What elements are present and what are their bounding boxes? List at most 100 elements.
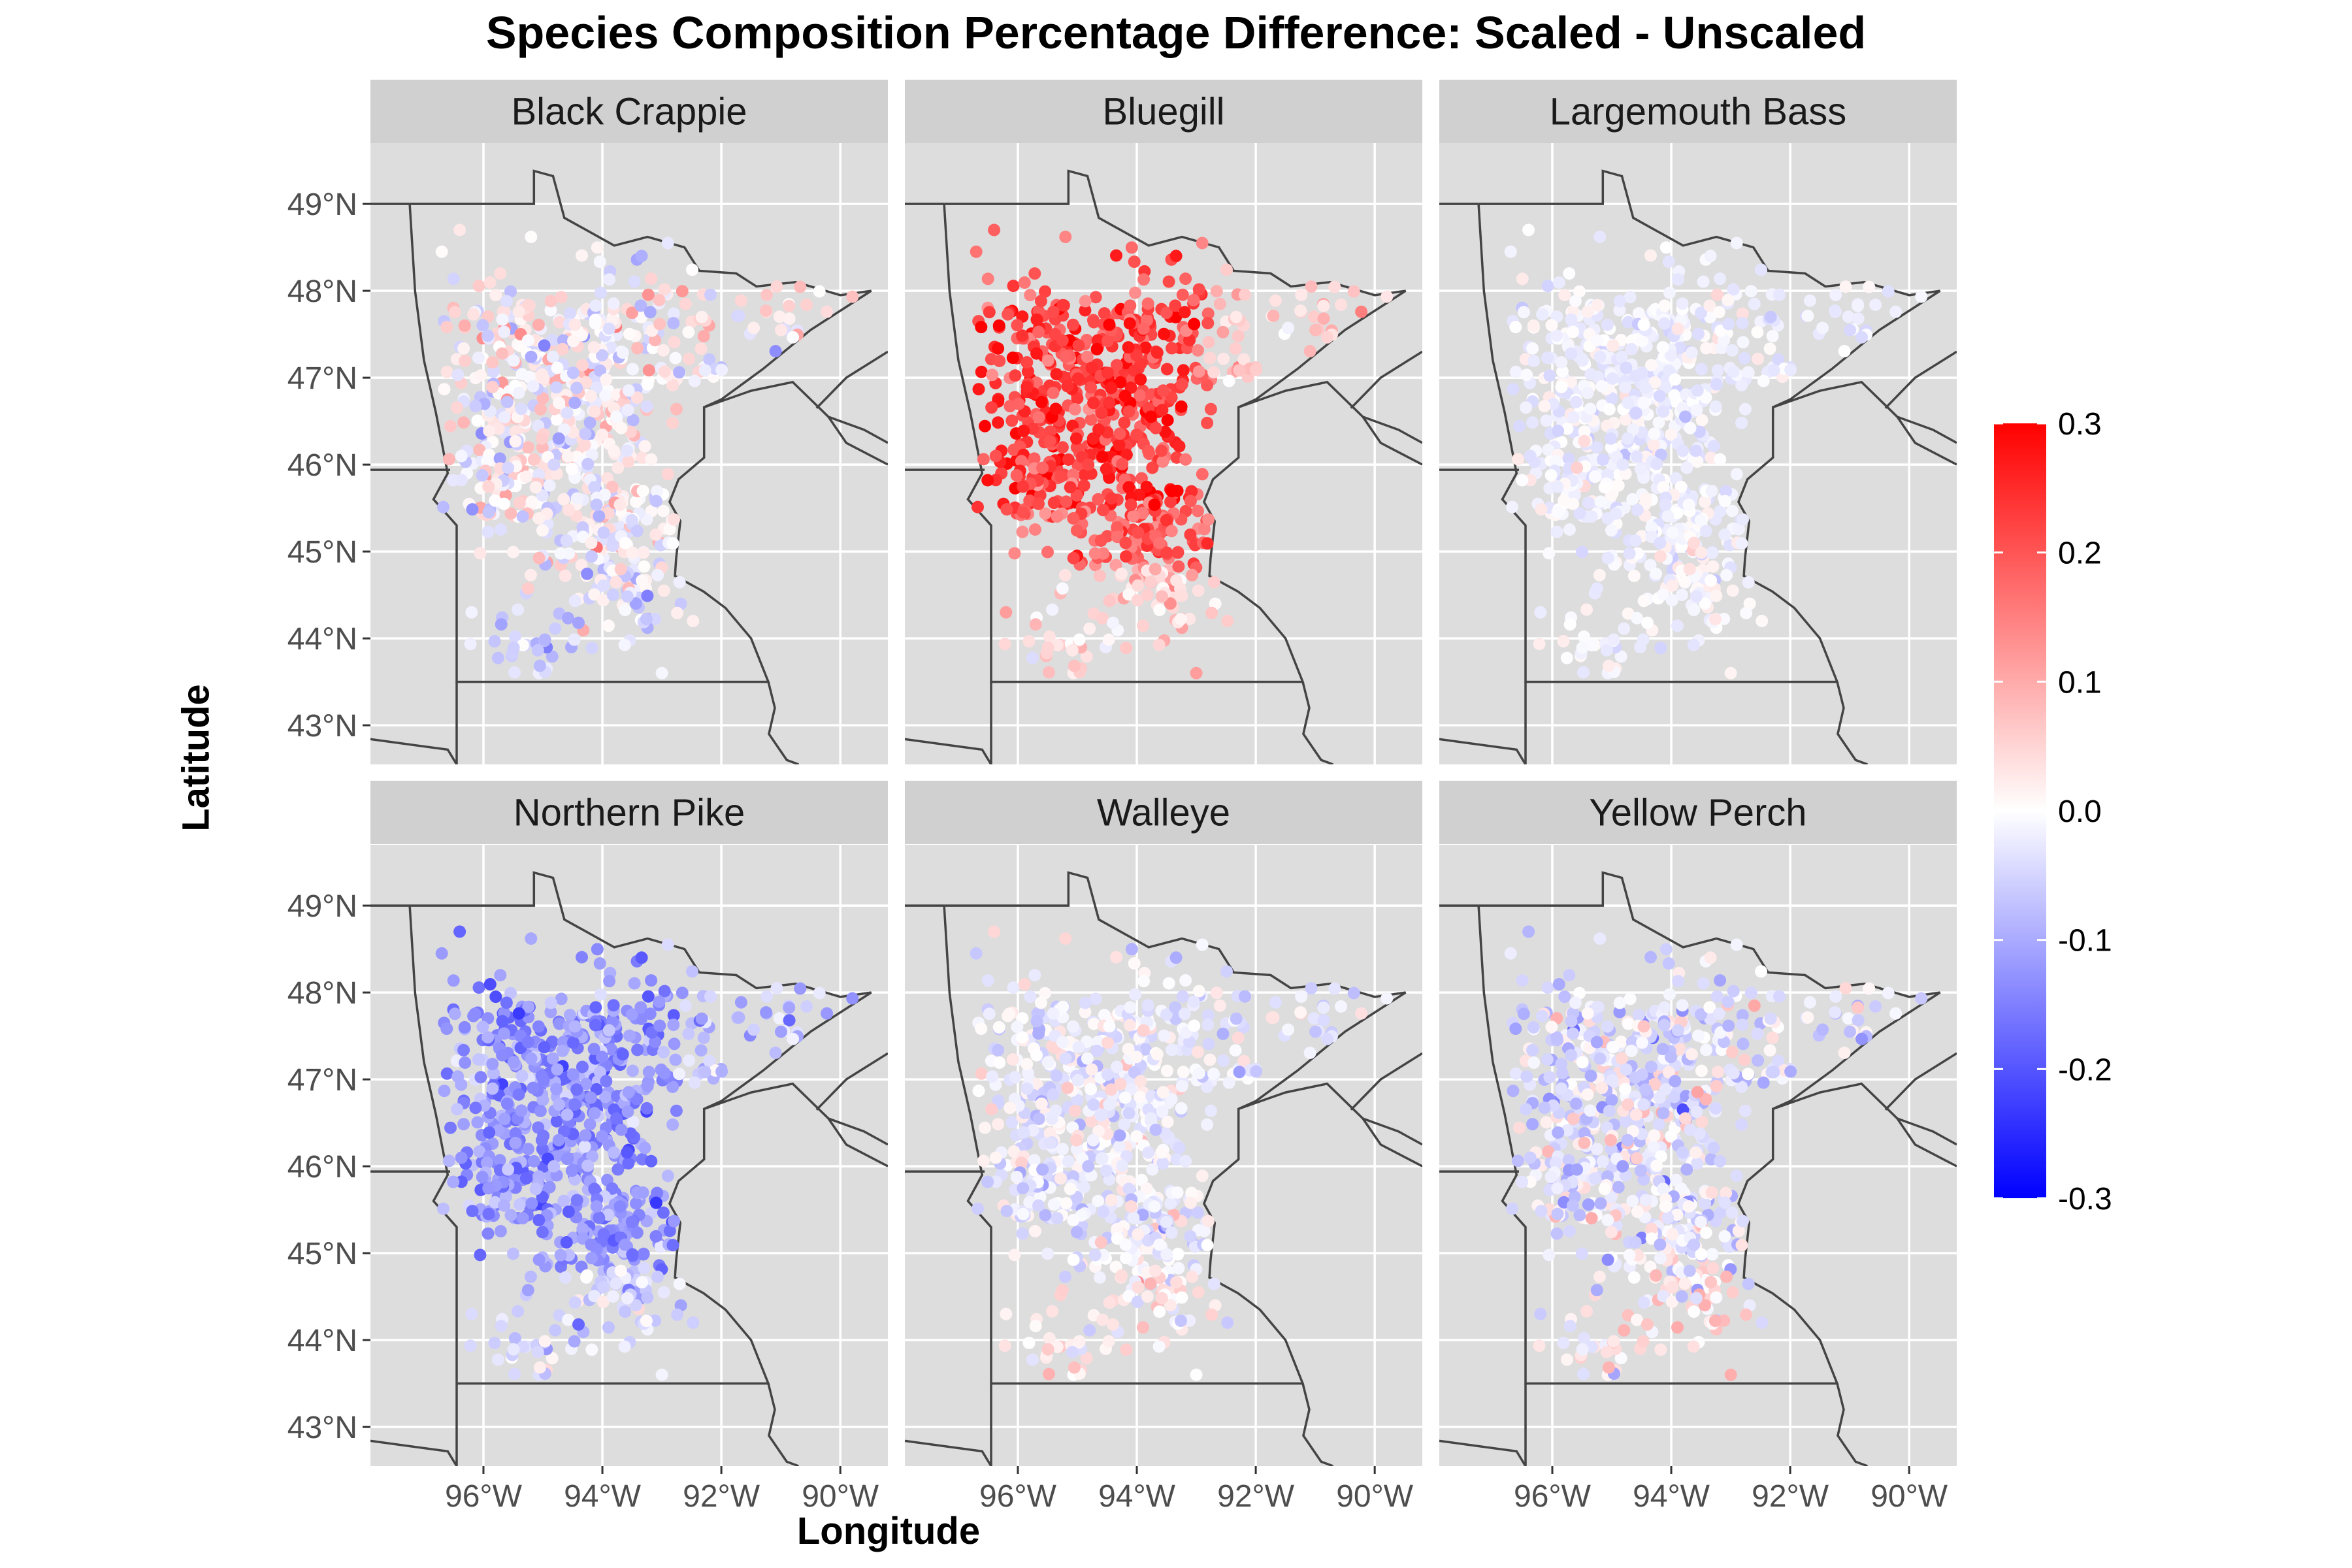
site-point: [1141, 589, 1154, 601]
site-point: [1563, 267, 1576, 280]
site-point: [1130, 1130, 1143, 1143]
site-point: [1709, 400, 1722, 413]
site-point: [1541, 351, 1554, 365]
facet-title: Largemouth Bass: [1550, 91, 1847, 133]
site-point: [1672, 273, 1685, 286]
state-border: [1439, 738, 1527, 764]
site-point: [1230, 310, 1243, 323]
site-point: [447, 272, 460, 286]
site-point: [1829, 990, 1842, 1003]
site-point: [507, 546, 519, 559]
site-point: [1816, 321, 1829, 335]
site-point: [1004, 400, 1017, 413]
site-point: [649, 1036, 662, 1049]
site-point: [1030, 347, 1043, 360]
site-point: [1064, 481, 1077, 494]
site-point: [1171, 484, 1184, 497]
site-point: [1009, 369, 1022, 382]
site-point: [1153, 1238, 1166, 1251]
legend: 0.30.20.10.0-0.1-0.2-0.3: [1994, 407, 2112, 1217]
site-point: [1863, 982, 1876, 995]
site-point: [1047, 305, 1060, 318]
x-tick-label: 94°W: [1098, 1479, 1176, 1514]
site-point: [1134, 389, 1147, 402]
site-point: [486, 380, 499, 393]
site-point: [495, 1320, 508, 1333]
site-point: [498, 1113, 511, 1126]
site-point: [661, 1169, 674, 1183]
site-point: [697, 1032, 710, 1044]
site-point: [673, 1277, 686, 1290]
site-point: [618, 1340, 631, 1353]
site-point: [1028, 267, 1041, 280]
site-point: [1085, 1083, 1098, 1096]
site-point: [1675, 1290, 1688, 1303]
site-point: [1650, 457, 1663, 470]
site-point: [626, 1008, 638, 1021]
site-point: [1017, 425, 1030, 437]
site-point: [1098, 1009, 1111, 1022]
facet-panel: Largemouth Bass: [1439, 80, 1957, 764]
site-point: [769, 345, 782, 357]
site-point: [1720, 1270, 1733, 1283]
site-point: [1569, 395, 1582, 408]
site-point: [1688, 536, 1701, 549]
site-point: [565, 1164, 578, 1177]
site-point: [1767, 1066, 1780, 1079]
site-point: [1705, 484, 1718, 497]
state-border: [1238, 380, 1422, 444]
x-tick-label: 90°W: [1870, 1479, 1948, 1514]
site-point: [1631, 612, 1643, 625]
site-point: [1132, 526, 1145, 539]
site-point: [1156, 455, 1169, 468]
site-point: [1128, 255, 1141, 269]
site-point: [666, 537, 679, 550]
site-point: [1155, 1146, 1168, 1159]
site-point: [1158, 425, 1171, 438]
site-point: [1050, 368, 1063, 381]
site-point: [544, 1005, 557, 1019]
site-point: [1070, 441, 1083, 454]
site-point: [1103, 1020, 1116, 1033]
site-point: [1122, 1107, 1135, 1120]
state-border: [1350, 350, 1422, 409]
legend-tick-label: 0.0: [2058, 794, 2102, 829]
site-point: [1004, 1102, 1017, 1115]
site-point: [732, 310, 745, 322]
site-point: [1772, 353, 1785, 366]
site-point: [1605, 524, 1618, 537]
site-point: [1041, 354, 1054, 367]
site-point: [1188, 1019, 1201, 1032]
site-point: [529, 1183, 542, 1196]
site-point: [1137, 975, 1151, 988]
site-point: [1043, 666, 1055, 679]
site-point: [1676, 297, 1689, 310]
site-point: [1041, 641, 1054, 654]
site-point: [466, 503, 479, 516]
site-point: [1347, 987, 1360, 1000]
site-point: [653, 995, 666, 1008]
site-point: [983, 1007, 996, 1021]
site-point: [1144, 1277, 1157, 1290]
site-point: [561, 406, 574, 419]
state-border: [1301, 1383, 1334, 1466]
site-point: [1119, 536, 1132, 549]
site-point: [1584, 368, 1597, 381]
site-point: [508, 1367, 521, 1380]
site-point: [1073, 1335, 1086, 1348]
site-point: [567, 335, 580, 348]
site-point: [476, 319, 489, 332]
site-point: [576, 1222, 589, 1235]
site-point: [655, 666, 668, 679]
legend-tick-label: -0.3: [2058, 1182, 2112, 1217]
x-axis-label: Longitude: [796, 1510, 981, 1552]
site-point: [525, 1052, 538, 1065]
site-point: [585, 1343, 598, 1356]
site-point: [626, 1248, 639, 1261]
site-point: [1124, 498, 1137, 512]
site-point: [1081, 350, 1094, 363]
site-point: [1551, 480, 1564, 493]
site-point: [521, 1284, 534, 1297]
site-point: [1619, 1083, 1632, 1096]
site-point: [1557, 1337, 1570, 1349]
